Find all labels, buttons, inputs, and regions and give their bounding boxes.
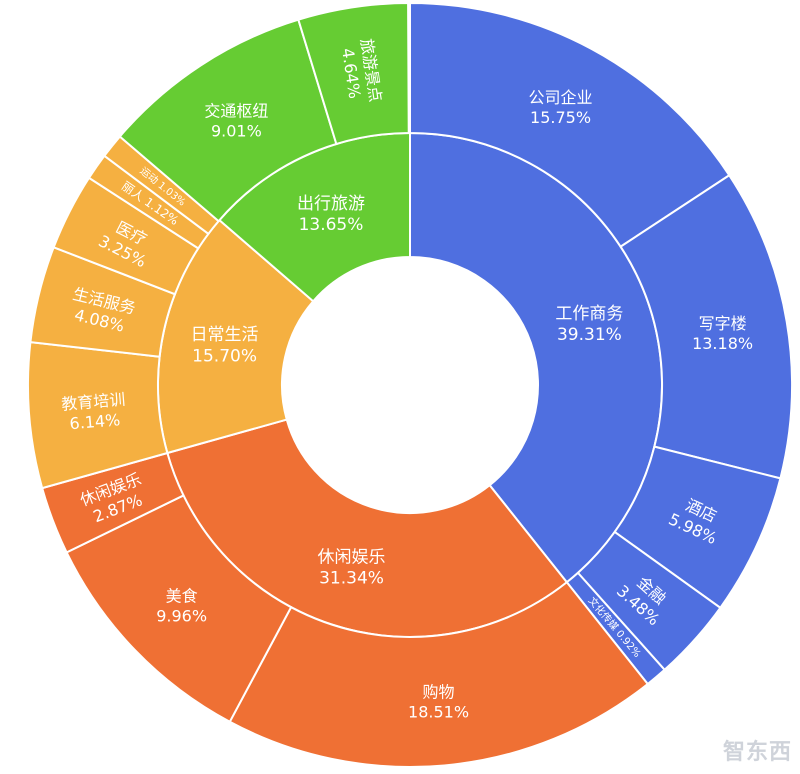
outer-label-0: 公司企业 15.75% [529, 88, 593, 127]
outer-segment-0 [409, 1, 731, 249]
labels: 工作商务 39.31% 休闲娱乐 31.34% 日常生活 15.70% 出行旅游 13.65%… [61, 37, 753, 721]
inner-label-1: 休闲娱乐 31.34% [318, 547, 386, 588]
inner-label-0: 工作商务 39.31% [555, 304, 623, 345]
outer-label-13: 交通枢纽 9.01% [204, 102, 268, 141]
outer-ring [27, 1, 793, 768]
inner-ring [157, 131, 663, 638]
outer-label-1: 写字楼 13.18% [692, 314, 753, 353]
center-hole [282, 257, 538, 513]
outer-label-6: 美食 9.96% [156, 587, 207, 626]
outer-segment-5 [228, 580, 650, 768]
outer-segment-14 [297, 1, 410, 146]
inner-label-2: 日常生活 15.70% [191, 325, 259, 366]
watermark-logo: 智东西 [722, 740, 792, 765]
inner-label-3: 出行旅游 13.65% [297, 194, 365, 235]
outer-label-5: 购物 18.51% [408, 683, 469, 722]
outer-label-8: 教育培训6.14% [61, 390, 128, 434]
